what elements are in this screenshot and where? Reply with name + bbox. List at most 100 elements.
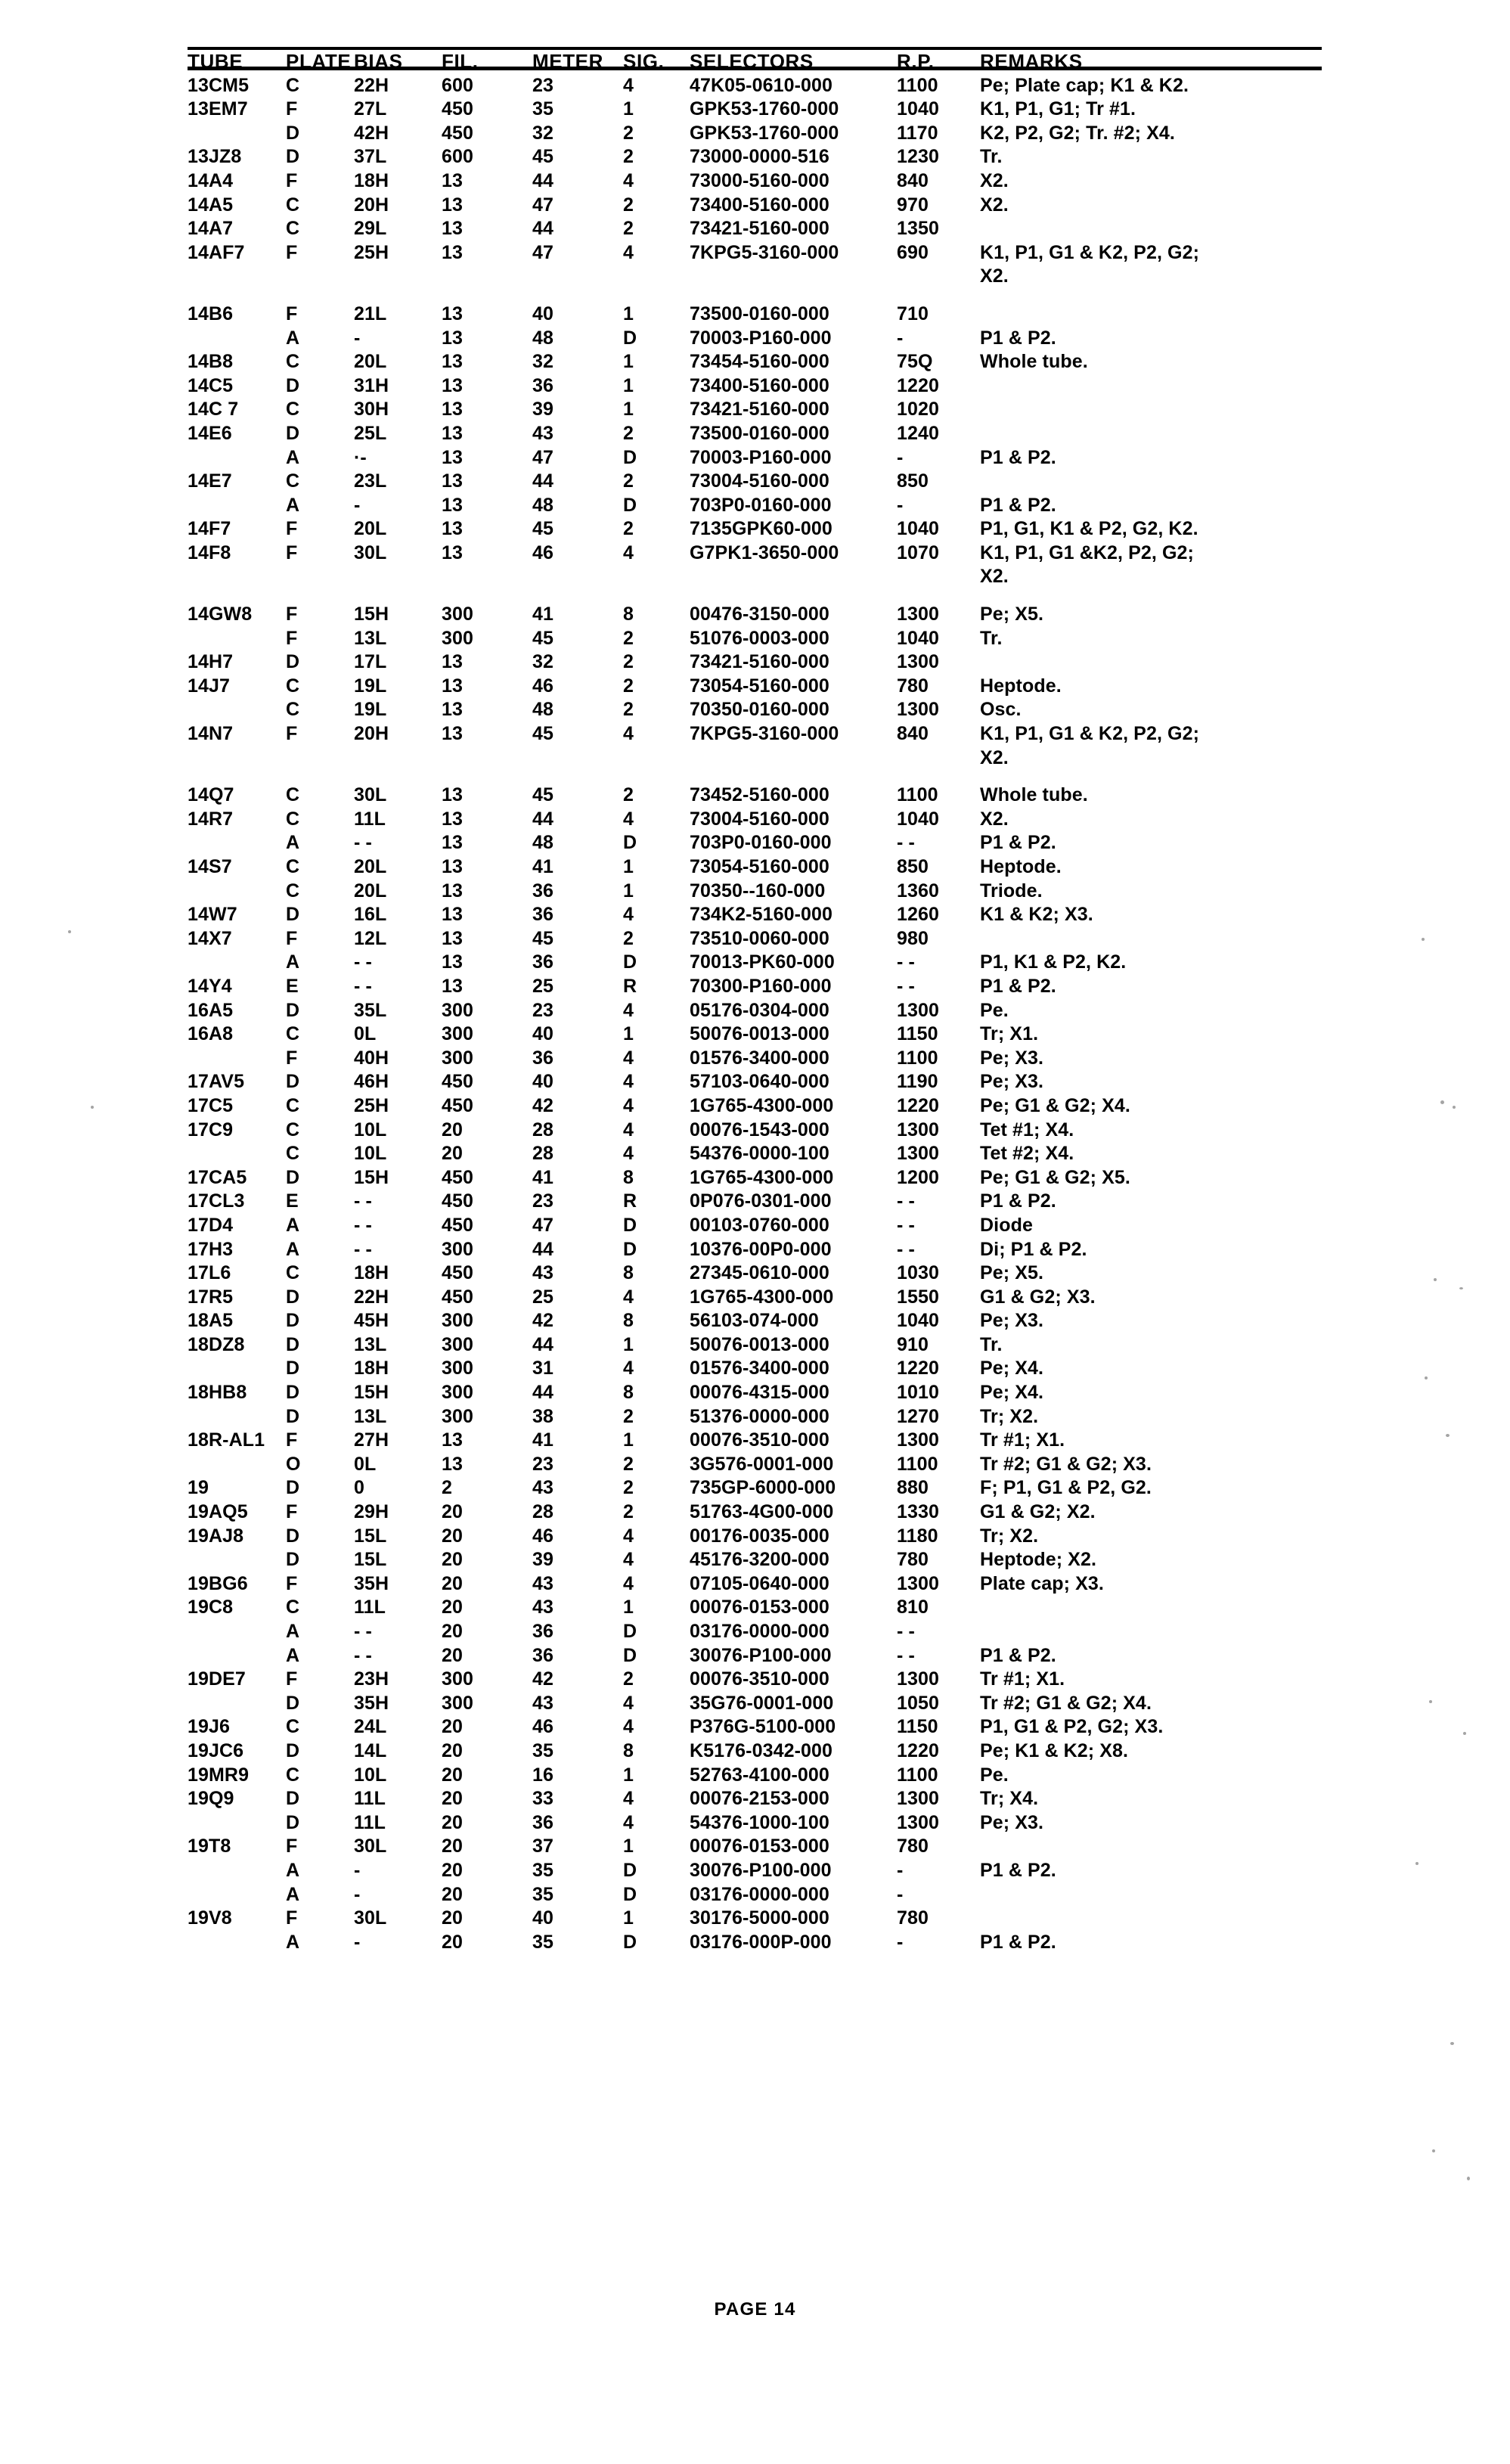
table-row[interactable]: 19DE7 F 23H 300 42 2 00076-3510-000 1300 Tr #1; … xyxy=(188,1668,1322,1692)
table-row[interactable]: 14E7 C 23L 13 44 2 73004-5160-000 850 xyxy=(188,470,1322,494)
table-row[interactable]: 17D4 A - - 450 47 D 00103-0760-000 - - Diode xyxy=(188,1214,1322,1238)
table-row[interactable]: 19AQ5 F 29H 20 28 2 51763-4G00-000 1330 G1 & G2;… xyxy=(188,1500,1322,1525)
table-row[interactable]: 14A7 C 29L 13 44 2 73421-5160-000 1350 xyxy=(188,217,1322,241)
cell-rp: 780 xyxy=(897,1907,929,1929)
table-row[interactable]: 14Y4 E - - 13 25 R 70300-P160-000 - - P1 & P2. xyxy=(188,975,1322,999)
table-row[interactable]: D 35H 300 43 4 35G76-0001-000 1050 Tr #2; G1 & … xyxy=(188,1692,1322,1716)
cell-remarks: P1 & P2. xyxy=(980,494,1322,518)
table-row[interactable]: 13CM5 C 22H 600 23 4 47K05-0610-000 1100 Pe; Pla… xyxy=(188,74,1322,98)
table-row[interactable]: 16A8 C 0L 300 40 1 50076-0013-000 1150 Tr; X1. xyxy=(188,1023,1322,1047)
table-row[interactable]: 18DZ8 D 13L 300 44 1 50076-0013-000 910 Tr. xyxy=(188,1333,1322,1358)
table-row[interactable]: D 15L 20 39 4 45176-3200-000 780 Heptode; X2. xyxy=(188,1548,1322,1572)
table-row[interactable]: O 0L 13 23 2 3G576-0001-000 1100 Tr #2; G1 & G2… xyxy=(188,1453,1322,1477)
table-body: 13CM5 C 22H 600 23 4 47K05-0610-000 1100 Pe; Pla… xyxy=(188,74,1322,1955)
table-row[interactable]: 14F8 F 30L 13 46 4 G7PK1-3650-000 1070 K1, P1, G… xyxy=(188,542,1322,566)
table-row[interactable]: 14A4 F 18H 13 44 4 73000-5160-000 840 X2. xyxy=(188,169,1322,194)
cell-rp: 1300 xyxy=(897,699,940,721)
table-row[interactable]: 17C9 C 10L 20 28 4 00076-1543-000 1300 Tet #1; X… xyxy=(188,1119,1322,1143)
table-row[interactable]: 14Q7 C 30L 13 45 2 73452-5160-000 1100 Whole tub… xyxy=(188,784,1322,808)
table-row[interactable]: 18R-AL1 F 27H 13 41 1 00076-3510-000 1300 Tr #1;… xyxy=(188,1429,1322,1453)
table-row[interactable]: 17AV5 D 46H 450 40 4 57103-0640-000 1190 Pe; X3. xyxy=(188,1070,1322,1094)
remarks-text: Heptode. xyxy=(980,675,1062,697)
table-row[interactable]: 14X7 F 12L 13 45 2 73510-0060-000 980 xyxy=(188,927,1322,951)
cell-selectors: 73452-5160-000 xyxy=(690,784,829,806)
table-row[interactable]: 17CL3 E - - 450 23 R 0P076-0301-000 - - P1 & P2. xyxy=(188,1190,1322,1214)
table-row[interactable]: 14W7 D 16L 13 36 4 734K2-5160-000 1260 K1 & K2; … xyxy=(188,903,1322,927)
table-row[interactable]: 16A5 D 35L 300 23 4 05176-0304-000 1300 Pe. xyxy=(188,999,1322,1023)
table-row[interactable]: A ·- 13 47 D 70003-P160-000 - P1 & P2. xyxy=(188,446,1322,470)
table-row[interactable]: A - 20 35 D 30076-P100-000 - P1 & P2. xyxy=(188,1859,1322,1883)
table-row[interactable]: 14N7 F 20H 13 45 4 7KPG5-3160-000 840 K1, P1, G1… xyxy=(188,722,1322,746)
cell-plate: C xyxy=(286,1119,300,1140)
cell-remarks: Pe. xyxy=(980,999,1322,1023)
cell-sig: 1 xyxy=(623,351,634,373)
table-row[interactable]: A - - 20 36 D 30076-P100-000 - - P1 & P2. xyxy=(188,1644,1322,1668)
table-row[interactable]: 19BG6 F 35H 20 43 4 07105-0640-000 1300 Plate ca… xyxy=(188,1572,1322,1597)
table-row[interactable]: 14H7 D 17L 13 32 2 73421-5160-000 1300 xyxy=(188,650,1322,675)
table-row[interactable]: 17C5 C 25H 450 42 4 1G765-4300-000 1220 Pe; G1 &… xyxy=(188,1094,1322,1119)
table-row[interactable]: 17L6 C 18H 450 43 8 27345-0610-000 1030 Pe; X5. xyxy=(188,1261,1322,1286)
table-row[interactable]: 19Q9 D 11L 20 33 4 00076-2153-000 1300 Tr; X4. xyxy=(188,1787,1322,1811)
table-row[interactable]: F 40H 300 36 4 01576-3400-000 1100 Pe; X3. xyxy=(188,1047,1322,1071)
table-row[interactable]: 19AJ8 D 15L 20 46 4 00176-0035-000 1180 Tr; X2. xyxy=(188,1525,1322,1549)
table-row[interactable]: D 42H 450 32 2 GPK53-1760-000 1170 K2, P2, G2; … xyxy=(188,122,1322,146)
cell-plate: D xyxy=(286,1811,300,1833)
table-row[interactable]: D 11L 20 36 4 54376-1000-100 1300 Pe; X3. xyxy=(188,1811,1322,1836)
table-row[interactable]: 14B6 F 21L 13 40 1 73500-0160-000 710 xyxy=(188,303,1322,327)
table-row[interactable]: A - - 13 36 D 70013-PK60-000 - - P1, K1 & P2, K… xyxy=(188,951,1322,975)
table-row[interactable]: 19V8 F 30L 20 40 1 30176-5000-000 780 xyxy=(188,1907,1322,1931)
cell-selectors: 50076-0013-000 xyxy=(690,1023,829,1045)
table-row[interactable]: 14F7 F 20L 13 45 2 7135GPK60-000 1040 P1, G1, K1… xyxy=(188,517,1322,542)
table-row[interactable]: 13EM7 F 27L 450 35 1 GPK53-1760-000 1040 K1, P1,… xyxy=(188,98,1322,122)
cell-sig: 4 xyxy=(623,1119,634,1140)
table-row[interactable]: 14J7 C 19L 13 46 2 73054-5160-000 780 Heptode. xyxy=(188,675,1322,699)
table-row[interactable]: 18HB8 D 15H 300 44 8 00076-4315-000 1010 Pe; X4. xyxy=(188,1381,1322,1405)
cell-empty xyxy=(623,265,690,289)
table-row[interactable]: 19C8 C 11L 20 43 1 00076-0153-000 810 xyxy=(188,1596,1322,1620)
table-row[interactable]: F 13L 300 45 2 51076-0003-000 1040 Tr. xyxy=(188,627,1322,651)
table-row[interactable]: A - 20 35 D 03176-000P-000 - P1 & P2. xyxy=(188,1931,1322,1955)
cell-sig: 1 xyxy=(623,1333,634,1355)
remarks-text: Pe; X4. xyxy=(980,1358,1044,1379)
cell-bias: 18H xyxy=(354,1262,389,1284)
table-row[interactable]: 14AF7 F 25H 13 47 4 7KPG5-3160-000 690 K1, P1, G… xyxy=(188,241,1322,265)
table-row[interactable]: 14C 7 C 30H 13 39 1 73421-5160-000 1020 xyxy=(188,398,1322,422)
table-row[interactable]: 17H3 A - - 300 44 D 10376-00P0-000 - - Di; P1 & … xyxy=(188,1238,1322,1262)
table-row[interactable]: 14E6 D 25L 13 43 2 73500-0160-000 1240 xyxy=(188,422,1322,446)
table-row[interactable]: 17R5 D 22H 450 25 4 1G765-4300-000 1550 G1 & G2;… xyxy=(188,1286,1322,1310)
table-row[interactable]: 14GW8 F 15H 300 41 8 00476-3150-000 1300 Pe; X5. xyxy=(188,603,1322,627)
table-row[interactable]: D 18H 300 31 4 01576-3400-000 1220 Pe; X4. xyxy=(188,1357,1322,1381)
cell-selectors: 00076-2153-000 xyxy=(690,1788,829,1810)
cell-bias: 12L xyxy=(354,927,387,949)
table-row[interactable]: 14A5 C 20H 13 47 2 73400-5160-000 970 X2. xyxy=(188,194,1322,218)
table-row[interactable]: 17CA5 D 15H 450 41 8 1G765-4300-000 1200 Pe; G1 … xyxy=(188,1166,1322,1190)
table-row[interactable]: A - 13 48 D 70003-P160-000 - P1 & P2. xyxy=(188,327,1322,351)
table-row[interactable]: A - - 13 48 D 703P0-0160-000 - - P1 & P2. xyxy=(188,831,1322,855)
table-row[interactable]: 19MR9 C 10L 20 16 1 52763-4100-000 1100 Pe. xyxy=(188,1764,1322,1788)
table-row[interactable]: 13JZ8 D 37L 600 45 2 73000-0000-516 1230 Tr. xyxy=(188,145,1322,169)
table-row[interactable]: C 19L 13 48 2 70350-0160-000 1300 Osc. xyxy=(188,698,1322,722)
table-row[interactable]: 19J6 C 24L 20 46 4 P376G-5100-000 1150 P1, G1 & … xyxy=(188,1715,1322,1739)
cell-sig: 1 xyxy=(623,1836,634,1857)
remarks-text: Pe; X3. xyxy=(980,1047,1044,1069)
table-row[interactable]: 14B8 C 20L 13 32 1 73454-5160-000 75Q Whole tube… xyxy=(188,350,1322,374)
table-row[interactable]: 19T8 F 30L 20 37 1 00076-0153-000 780 xyxy=(188,1835,1322,1859)
table-row[interactable]: 19JC6 D 14L 20 35 8 K5176-0342-000 1220 Pe; K1 &… xyxy=(188,1739,1322,1764)
table-row[interactable]: A - - 20 36 D 03176-0000-000 - - xyxy=(188,1620,1322,1644)
cell-tube xyxy=(188,327,286,351)
table-row[interactable]: 19 D 0 2 43 2 735GP-6000-000 880 F; P1, G1 & P2,… xyxy=(188,1476,1322,1500)
remarks-text: Pe. xyxy=(980,1764,1009,1786)
cell-plate: F xyxy=(286,604,298,625)
table-row[interactable]: 14S7 C 20L 13 41 1 73054-5160-000 850 Heptode. xyxy=(188,855,1322,880)
table-row[interactable]: D 13L 300 38 2 51376-0000-000 1270 Tr; X2. xyxy=(188,1405,1322,1429)
table-row[interactable]: C 10L 20 28 4 54376-0000-100 1300 Tet #2; X4. xyxy=(188,1142,1322,1166)
table-row[interactable]: C 20L 13 36 1 70350--160-000 1360 Triode. xyxy=(188,880,1322,904)
table-row[interactable]: 18A5 D 45H 300 42 8 56103-074-000 1040 Pe; X3. xyxy=(188,1309,1322,1333)
cell-plate: C xyxy=(286,74,300,96)
table-row[interactable]: 14C5 D 31H 13 36 1 73400-5160-000 1220 xyxy=(188,374,1322,399)
table-row[interactable]: A - 13 48 D 703P0-0160-000 - P1 & P2. xyxy=(188,494,1322,518)
cell-plate: C xyxy=(286,1262,300,1284)
table-row[interactable]: A - 20 35 D 03176-0000-000 - xyxy=(188,1883,1322,1907)
table-row[interactable]: 14R7 C 11L 13 44 4 73004-5160-000 1040 X2. xyxy=(188,808,1322,832)
cell-bias: 13L xyxy=(354,1333,387,1355)
